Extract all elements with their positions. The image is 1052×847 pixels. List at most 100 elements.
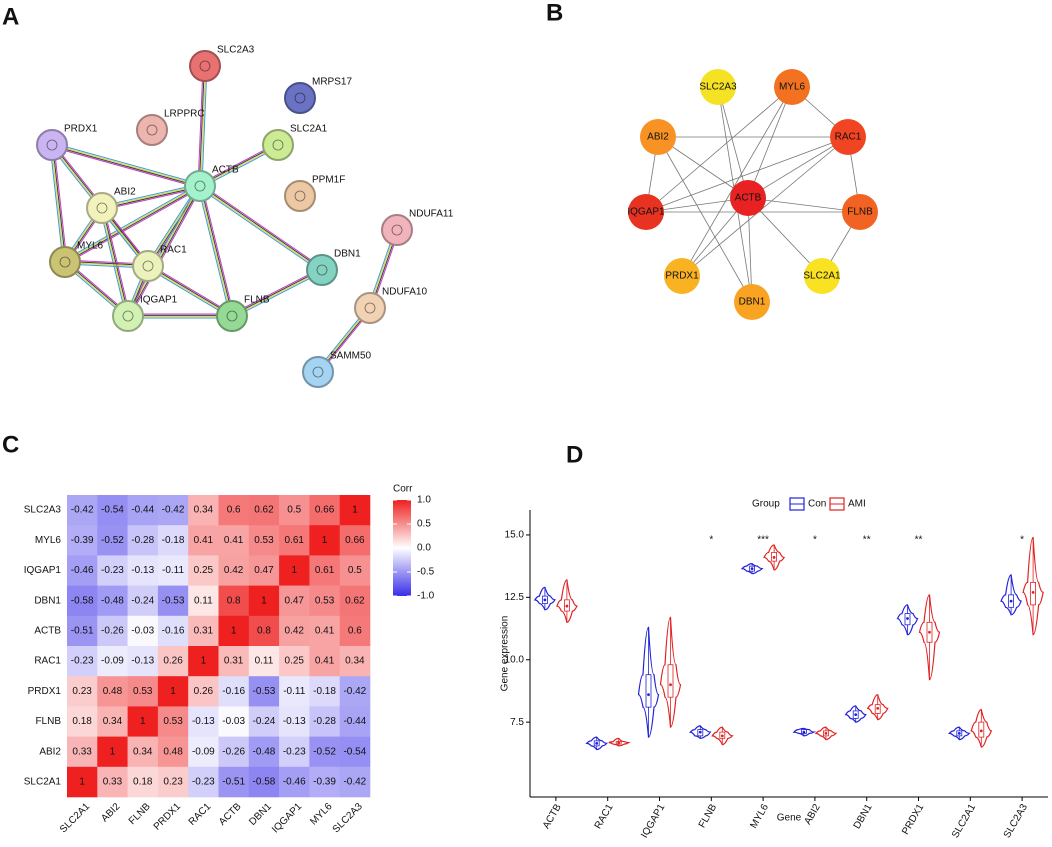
heat-cell <box>67 615 98 647</box>
heat-cell <box>218 736 250 768</box>
heat-cell <box>97 615 128 647</box>
box <box>667 664 674 698</box>
node-inner <box>316 264 328 276</box>
colorbar-label: 0.0 <box>417 543 431 554</box>
median <box>698 730 702 734</box>
node-inner <box>364 302 376 314</box>
heat-cell <box>248 525 280 556</box>
node-label: SAMM50 <box>330 351 372 362</box>
node-inner <box>391 224 403 236</box>
node <box>354 292 386 324</box>
heat-cell <box>309 676 340 707</box>
heat-cell <box>188 585 219 617</box>
legend-title: Group <box>752 499 780 510</box>
edge <box>50 145 65 263</box>
row-label: SLC2A3 <box>24 505 62 516</box>
median <box>876 707 880 710</box>
significance: * <box>709 535 713 546</box>
node <box>184 170 216 202</box>
cell-value: 0.8 <box>257 626 271 637</box>
cell-value: 0.26 <box>194 686 214 697</box>
colorbar-label: 0.5 <box>417 519 431 530</box>
cell-value: 0.34 <box>133 746 153 757</box>
heat-cell <box>279 706 310 737</box>
node <box>381 214 413 246</box>
edge <box>102 207 130 316</box>
cell-value: 0.34 <box>345 656 365 667</box>
median <box>750 567 754 571</box>
heat-cell <box>339 585 371 617</box>
cell-value: 0.66 <box>345 535 365 546</box>
heat-cell <box>279 585 310 617</box>
heat-cell <box>188 766 219 798</box>
heat-cell <box>97 736 128 768</box>
y-tick-label: 7.5 <box>510 717 524 728</box>
node-label: MRPS17 <box>312 77 352 88</box>
node <box>664 258 700 294</box>
significance: ** <box>863 535 871 546</box>
node-label: PPM1F <box>312 175 345 186</box>
node <box>49 246 81 278</box>
node <box>842 194 878 230</box>
node <box>132 250 164 282</box>
colorbar <box>393 500 411 596</box>
median <box>669 683 672 687</box>
median <box>595 741 599 745</box>
cell-value: -0.16 <box>222 686 245 697</box>
row-label: FLNB <box>35 716 61 727</box>
heat-cell <box>339 736 371 768</box>
node-label: MYL6 <box>779 82 806 93</box>
heat-cell <box>339 555 371 586</box>
row-label: MYL6 <box>35 535 62 546</box>
row-label: IQGAP1 <box>24 565 62 576</box>
heat-cell <box>97 676 128 707</box>
cell-value: -0.42 <box>343 686 366 697</box>
edge <box>63 183 200 261</box>
node-inner <box>122 310 134 322</box>
node-label: IQGAP1 <box>627 207 665 218</box>
colorbar-label: 1.0 <box>417 495 431 506</box>
node-label: RAC1 <box>835 132 862 143</box>
node-label: LRPPRC <box>164 109 205 120</box>
heat-cell <box>188 646 219 677</box>
panel-label: A <box>2 3 19 30</box>
cell-value: 1 <box>231 626 237 637</box>
cell-value: 0.42 <box>285 626 305 637</box>
edge <box>230 267 322 315</box>
edge <box>198 187 322 273</box>
node <box>262 129 294 161</box>
node-label: ACTB <box>212 165 239 176</box>
node-inner <box>46 139 58 151</box>
edge <box>65 186 201 264</box>
cell-value: 0.42 <box>224 565 244 576</box>
cell-value: 0.48 <box>163 746 183 757</box>
heat-cell <box>97 646 128 677</box>
cell-value: 1 <box>201 656 207 667</box>
row-label: DBN1 <box>34 595 61 606</box>
colorbar-label: -1.0 <box>417 591 435 602</box>
median <box>1009 599 1013 603</box>
heat-cell <box>157 676 189 707</box>
node-inner <box>199 60 211 72</box>
cell-value: -0.42 <box>162 505 185 516</box>
heat-cell <box>309 555 340 586</box>
cell-value: 0.66 <box>315 505 335 516</box>
heat-cell <box>218 555 250 586</box>
cell-value: 0.11 <box>255 656 274 667</box>
node-label: NDUFA11 <box>409 209 454 220</box>
edge <box>146 267 232 319</box>
edge <box>197 186 231 317</box>
node-label: PRDX1 <box>665 271 699 282</box>
cell-value: 0.61 <box>285 535 305 546</box>
cell-value: 0.47 <box>254 565 274 576</box>
colorbar-label: -0.5 <box>417 567 435 578</box>
cell-value: 0.62 <box>254 505 274 516</box>
cell-value: -0.39 <box>313 777 336 788</box>
box <box>645 674 652 708</box>
heat-cell <box>309 615 340 647</box>
node-label: NDUFA10 <box>382 287 427 298</box>
heat-cell <box>188 676 219 707</box>
cell-value: 1 <box>110 746 116 757</box>
node <box>774 69 810 105</box>
